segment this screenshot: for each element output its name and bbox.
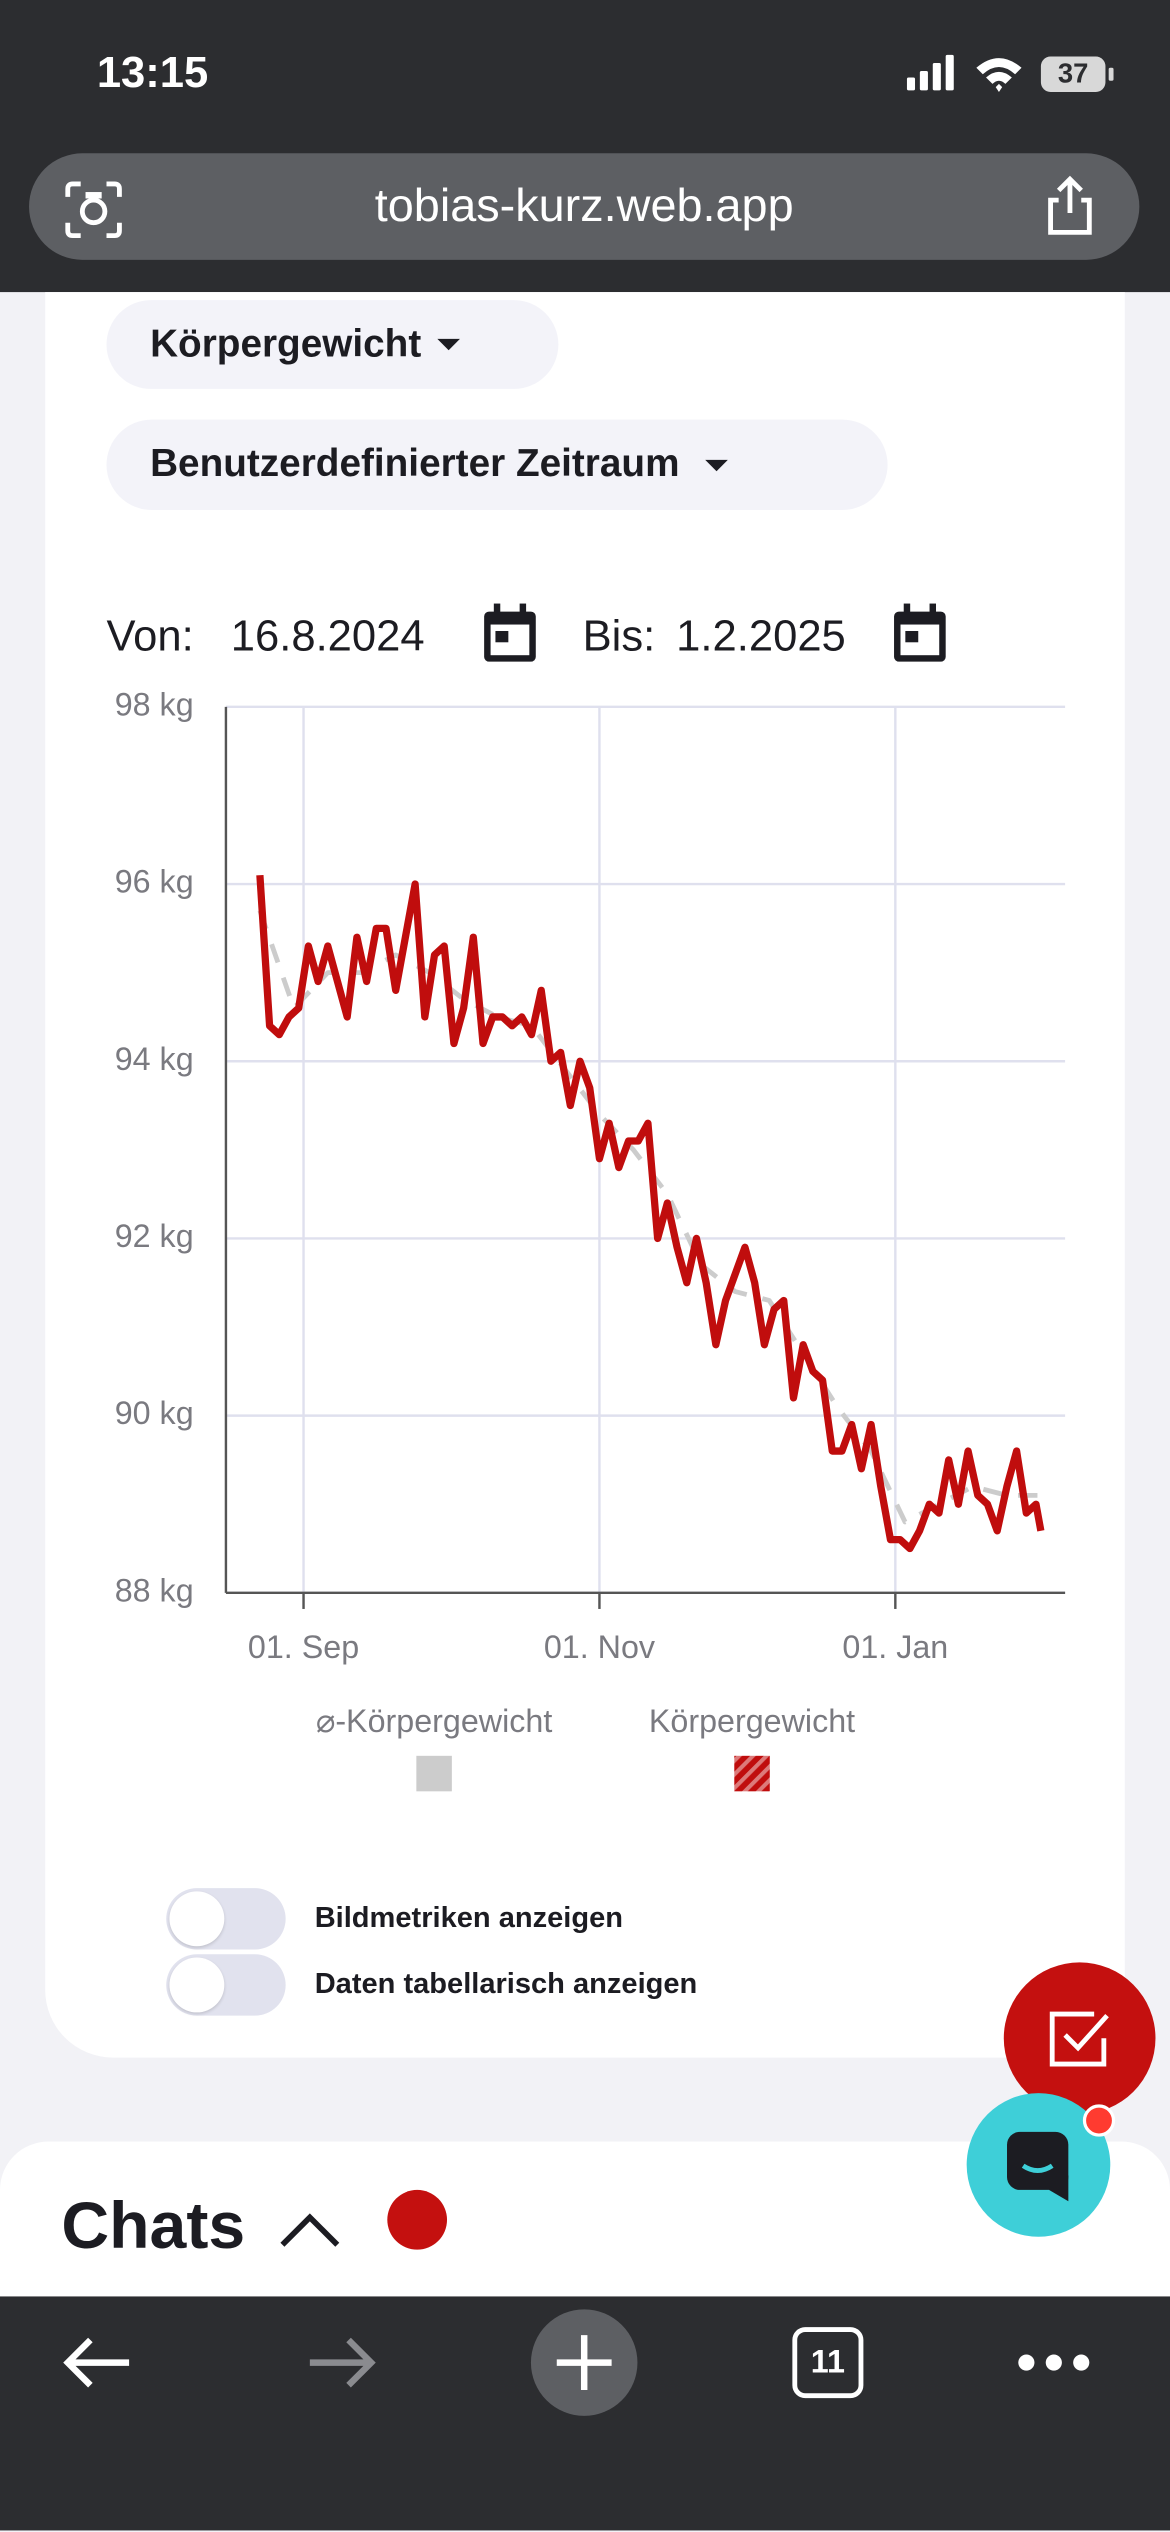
chats-title[interactable]: Chats: [61, 2188, 246, 2263]
caret: [705, 459, 728, 471]
legend-label: ⌀-Körpergewicht: [316, 1703, 552, 1739]
chat-icon: [1007, 2131, 1069, 2202]
more-button[interactable]: [1013, 2346, 1094, 2378]
task-button[interactable]: [1003, 1962, 1156, 2115]
x-tick-label: 01. Sep: [248, 1629, 359, 1665]
notification-dot: [387, 2189, 448, 2250]
metric: Körpergewicht: [150, 321, 422, 366]
unread-dot: [1082, 2104, 1116, 2137]
url-bar[interactable]: [29, 153, 1140, 260]
calendar-icon[interactable]: [481, 603, 539, 665]
task-icon: [1049, 2011, 1109, 2067]
new-tab-button[interactable]: [529, 2308, 639, 2418]
chevron-up[interactable]: [278, 2204, 343, 2252]
legend-swatch: [734, 1755, 770, 1792]
y-tick-label: 94 kg: [115, 1041, 194, 1077]
status-icons: [906, 54, 1114, 92]
toggle-label: Bildmetriken anzeigen: [314, 1901, 624, 1934]
y-tick-label: 90 kg: [115, 1395, 194, 1431]
y-tick-label: 96 kg: [115, 864, 194, 900]
clock: 13:15: [96, 48, 209, 97]
legend-label: Körpergewicht: [649, 1703, 855, 1739]
x-tick-label: 01. Jan: [842, 1629, 948, 1665]
x-tick-label: 01. Nov: [544, 1629, 656, 1665]
metric-dropdown[interactable]: Körpergewicht: [106, 300, 559, 389]
calendar-icon[interactable]: [891, 603, 949, 665]
to-date[interactable]: 1.2.2025: [676, 611, 846, 661]
series-line: [256, 874, 1045, 1553]
range-dropdown[interactable]: Benutzerdefinierter Zeitraum: [106, 419, 888, 510]
series-line: [257, 909, 1041, 1525]
toggle-label: Daten tabellarisch anzeigen: [314, 1967, 698, 2000]
back-button[interactable]: [58, 2330, 135, 2395]
legend-swatch: [416, 1755, 452, 1792]
battery-level: 37: [1057, 58, 1089, 89]
share-icon[interactable]: [1041, 174, 1099, 239]
range: Benutzerdefinierter Zeitraum: [150, 442, 680, 486]
y-tick-label: 92 kg: [115, 1218, 194, 1254]
to-label: Bis:: [582, 611, 656, 661]
scan-icon[interactable]: [61, 178, 126, 243]
from-label: Von:: [106, 611, 194, 661]
chart: 88 kg 90 kg 92 kg 94 kg 96 kg 98 kg 01. Sep 01.…: [115, 686, 1066, 1792]
toggle[interactable]: [166, 1888, 286, 1950]
tabs-button[interactable]: 11: [792, 2327, 864, 2399]
caret: [437, 338, 460, 351]
y-tick-label: 88 kg: [115, 1572, 194, 1608]
toggle-knob: [169, 1891, 225, 1947]
from-date[interactable]: 16.8.2024: [230, 611, 425, 661]
y-tick-label: 98 kg: [115, 686, 194, 722]
url[interactable]: tobias-kurz.web.app: [374, 180, 794, 233]
forward-button[interactable]: [303, 2330, 380, 2395]
toggle[interactable]: [166, 1954, 286, 2016]
toggle-knob: [169, 1957, 225, 2013]
